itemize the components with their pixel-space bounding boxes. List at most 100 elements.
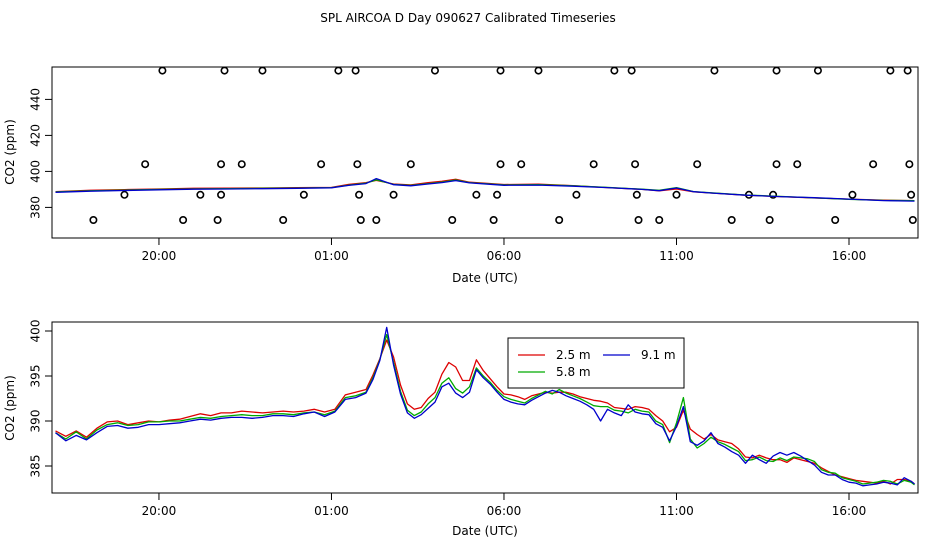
outlier-point [334, 66, 343, 75]
outlier-point [727, 216, 736, 225]
x-tick-label: 16:00 [832, 249, 867, 263]
series-line-9-1-m [55, 177, 915, 202]
outlier-point [534, 66, 543, 75]
outlier-point [907, 190, 916, 199]
x-tick-label: 01:00 [314, 504, 349, 518]
outlier-point [496, 66, 505, 75]
outlier-point [908, 216, 917, 225]
y-tick-label: 380 [29, 196, 43, 219]
top-x-axis-label: Date (UTC) [452, 271, 518, 285]
outlier-point [886, 66, 895, 75]
outlier-point [672, 190, 681, 199]
outlier-point [179, 216, 188, 225]
outlier-point [869, 160, 878, 169]
outlier-point [448, 216, 457, 225]
y-tick-label: 420 [29, 124, 43, 147]
x-tick-label: 01:00 [314, 249, 349, 263]
outlier-point [158, 66, 167, 75]
outlier-point [372, 216, 381, 225]
outlier-point [903, 66, 912, 75]
outlier-point [213, 216, 222, 225]
outlier-point [627, 66, 636, 75]
bottom-y-axis-label: CO2 (ppm) [3, 375, 17, 441]
outlier-point [632, 190, 641, 199]
outlier-point [389, 190, 398, 199]
outlier-point [772, 160, 781, 169]
series-line-9-1-m [55, 326, 915, 487]
bottom-panel: 20:00 01:00 06:00 11:00 16:00 385 390 395 400 D… [3, 320, 919, 538]
outlier-point [634, 216, 643, 225]
outlier-point [351, 66, 360, 75]
bottom-plot-frame [51, 321, 919, 494]
outlier-point [353, 160, 362, 169]
x-tick-label: 20:00 [142, 504, 177, 518]
bottom-x-axis-label: Date (UTC) [452, 524, 518, 538]
x-tick-label: 06:00 [487, 249, 522, 263]
outlier-point [769, 190, 778, 199]
series-line-5-8-m [55, 333, 915, 486]
bottom-series-lines [55, 326, 915, 487]
bottom-y-axis: 385 390 395 400 [29, 320, 52, 478]
outlier-point [610, 66, 619, 75]
outlier-point [258, 66, 267, 75]
outlier-point [848, 190, 857, 199]
outlier-point [472, 190, 481, 199]
outlier-point [317, 160, 326, 169]
outlier-point [430, 66, 439, 75]
outlier-point [793, 160, 802, 169]
outlier-point [141, 160, 150, 169]
y-tick-label: 400 [29, 160, 43, 183]
x-tick-label: 11:00 [659, 504, 694, 518]
outlier-point [572, 190, 581, 199]
chart-title: SPL AIRCOA D Day 090627 Calibrated Times… [320, 11, 615, 25]
outlier-point [120, 190, 129, 199]
top-panel: 20:00 01:00 06:00 11:00 16:00 380 400 420 440 D… [3, 66, 919, 285]
y-tick-label: 390 [29, 410, 43, 433]
outlier-point [555, 216, 564, 225]
outlier-point [831, 216, 840, 225]
top-y-axis-label: CO2 (ppm) [3, 119, 17, 185]
outlier-point [406, 160, 415, 169]
legend-label-2-5m: 2.5 m [556, 348, 591, 362]
outlier-point [299, 190, 308, 199]
outlier-point [196, 190, 205, 199]
outlier-point [493, 190, 502, 199]
outlier-point [496, 160, 505, 169]
outlier-point [772, 66, 781, 75]
legend-label-5-8m: 5.8 m [556, 365, 591, 379]
outlier-point [813, 66, 822, 75]
outlier-point [589, 160, 598, 169]
outlier-point [905, 160, 914, 169]
outlier-point [356, 216, 365, 225]
outlier-point [355, 190, 364, 199]
outlier-point [217, 160, 226, 169]
outlier-point [631, 160, 640, 169]
y-tick-label: 440 [29, 88, 43, 111]
x-tick-label: 06:00 [487, 504, 522, 518]
outlier-point [220, 66, 229, 75]
top-plot-frame [51, 66, 919, 239]
outlier-point [489, 216, 498, 225]
top-x-axis: 20:00 01:00 06:00 11:00 16:00 [142, 238, 867, 263]
x-tick-label: 16:00 [832, 504, 867, 518]
outlier-point [655, 216, 664, 225]
legend-label-9-1m: 9.1 m [641, 348, 676, 362]
y-tick-label: 385 [29, 455, 43, 478]
outlier-point [89, 216, 98, 225]
y-tick-label: 395 [29, 365, 43, 388]
outlier-point [765, 216, 774, 225]
top-outlier-points [89, 66, 917, 225]
outlier-point [517, 160, 526, 169]
x-tick-label: 11:00 [659, 249, 694, 263]
outlier-point [279, 216, 288, 225]
top-series-lines [55, 177, 915, 202]
outlier-point [710, 66, 719, 75]
x-tick-label: 20:00 [142, 249, 177, 263]
legend-box [507, 337, 685, 389]
y-tick-label: 400 [29, 320, 43, 343]
series-line-2-5-m [55, 339, 915, 485]
bottom-x-axis: 20:00 01:00 06:00 11:00 16:00 [142, 493, 867, 518]
outlier-point [217, 190, 226, 199]
